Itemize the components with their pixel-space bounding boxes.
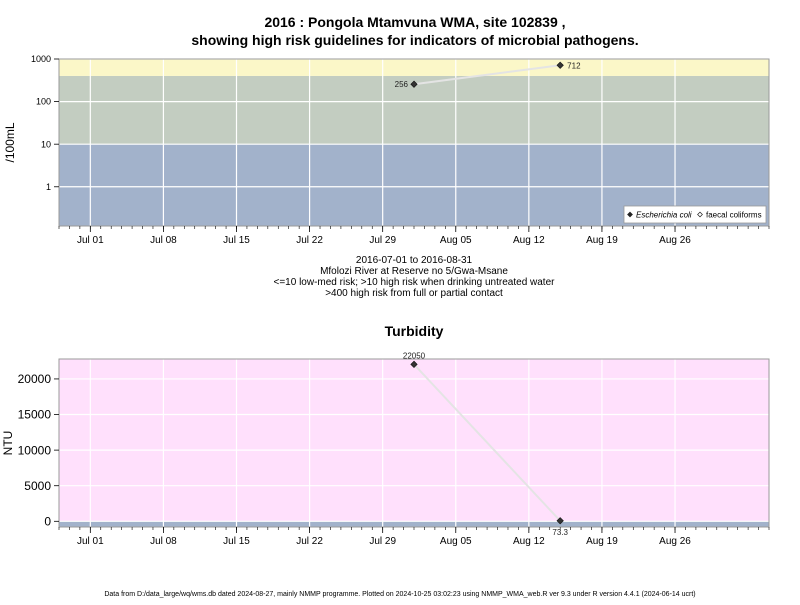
y-tick-label: 0	[44, 515, 51, 529]
y-tick-label: 1	[46, 182, 51, 192]
caption-date-range: 2016-07-01 to 2016-08-31	[356, 255, 473, 266]
band-2	[59, 59, 769, 76]
data-label: 22050	[403, 351, 426, 360]
x-tick-label: Aug 19	[586, 235, 618, 246]
band-1	[59, 359, 769, 522]
x-tick-label: Aug 19	[586, 536, 618, 547]
caption-drinking-risk: <=10 low-med risk; >10 high risk when dr…	[274, 277, 556, 288]
footer-note: Data from D:/data_large/wq/wms.db dated …	[104, 591, 695, 598]
data-point	[410, 80, 418, 88]
x-tick-label: Aug 05	[440, 235, 472, 246]
x-tick-label: Jul 29	[369, 235, 396, 246]
legend-marker	[697, 211, 703, 218]
y-tick-label: 10000	[18, 443, 52, 457]
series-line	[413, 363, 561, 522]
x-tick-label: Jul 01	[77, 235, 104, 246]
x-tick-label: Aug 12	[513, 536, 545, 547]
data-point	[556, 517, 564, 525]
y-axis-label: NTU	[1, 431, 15, 456]
microbial-chart-title-line2: showing high risk guidelines for indicat…	[191, 32, 638, 48]
x-tick-label: Jul 15	[223, 235, 250, 246]
y-tick-label: 10	[41, 139, 51, 149]
legend-marker	[627, 211, 633, 218]
data-label: 73.3	[552, 528, 568, 537]
y-tick-label: 5000	[24, 479, 51, 493]
x-tick-label: Jul 08	[150, 536, 177, 547]
x-tick-label: Jul 29	[369, 536, 396, 547]
caption-site-name: Mfolozi River at Reserve no 5/Gwa-Msane	[320, 266, 508, 277]
microbial-plot: Jul 01 Jul 08 Jul 15 Jul 22 Jul 29 Aug 05 Aug …	[3, 54, 770, 246]
x-tick-label: Aug 05	[440, 536, 472, 547]
x-tick-label: Aug 26	[659, 536, 691, 547]
turbidity-chart-title: Turbidity	[385, 323, 444, 339]
y-tick-label: 1000	[31, 54, 51, 64]
legend-box	[623, 205, 767, 224]
legend-label: Escherichia coli	[636, 211, 692, 220]
data-point	[410, 360, 418, 368]
x-tick-label: Jul 08	[150, 235, 177, 246]
y-axis-label: /100mL	[3, 122, 17, 162]
legend-label: faecal coliforms	[706, 211, 762, 220]
data-label: 712	[567, 61, 581, 70]
y-tick-label: 100	[36, 97, 51, 107]
x-tick-label: Jul 22	[296, 536, 323, 547]
x-tick-label: Jul 22	[296, 235, 323, 246]
microbial-chart-title-line1: 2016 : Pongola Mtamvuna WMA, site 102839…	[264, 14, 565, 30]
x-tick-label: Jul 01	[77, 536, 104, 547]
caption-contact-risk: >400 high risk from full or partial cont…	[325, 288, 503, 299]
data-point	[556, 61, 564, 69]
x-tick-label: Aug 26	[659, 235, 691, 246]
x-tick-label: Jul 15	[223, 536, 250, 547]
turbidity-plot: Jul 01 Jul 08 Jul 15 Jul 22 Jul 29 Aug 05 Aug …	[1, 351, 770, 547]
y-tick-label: 15000	[18, 408, 52, 422]
series-line	[413, 64, 561, 86]
y-tick-label: 20000	[18, 372, 52, 386]
x-tick-label: Aug 12	[513, 235, 545, 246]
data-label: 256	[395, 80, 409, 89]
band-0	[59, 521, 769, 527]
